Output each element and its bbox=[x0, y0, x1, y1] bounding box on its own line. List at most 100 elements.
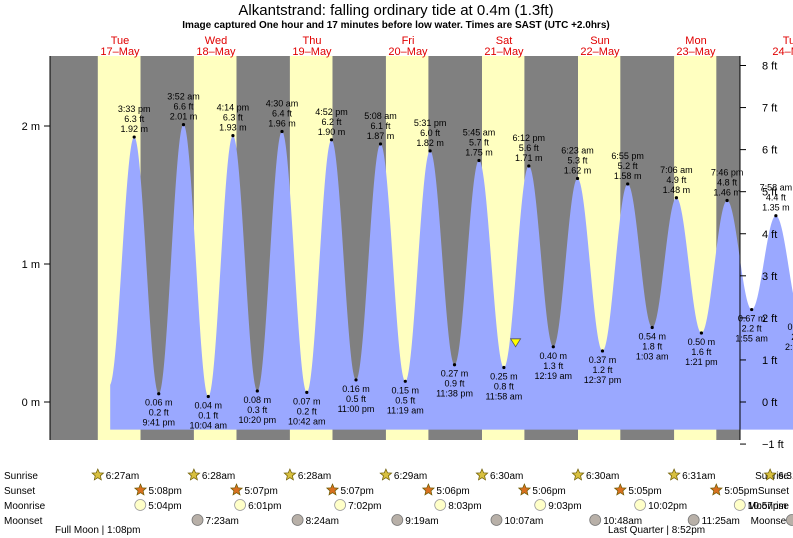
tide-label-m: 0.27 m bbox=[441, 369, 469, 379]
tide-label-ft: 0.8 ft bbox=[494, 382, 515, 392]
moonrise-time: 9:03pm bbox=[548, 501, 581, 512]
tide-point bbox=[551, 345, 555, 349]
tide-label-time: 10:20 pm bbox=[239, 415, 277, 425]
tide-label-m: 0.61 m bbox=[788, 322, 793, 332]
sunrise-time: 6:30am bbox=[490, 471, 523, 482]
sunset-time: 5:06pm bbox=[532, 486, 565, 497]
tide-label-time: 3:52 am bbox=[167, 92, 200, 102]
moonset-icon bbox=[391, 514, 404, 526]
moonset-time: 9:19am bbox=[405, 516, 438, 527]
chart-title: Alkantstrand: falling ordinary tide at 0… bbox=[238, 2, 553, 19]
tide-point bbox=[575, 176, 580, 181]
tide-label-ft: 6.2 ft bbox=[321, 117, 342, 127]
tide-label-ft: 1.8 ft bbox=[642, 341, 663, 351]
tide-point bbox=[626, 182, 630, 186]
tide-label-ft: 2.0 ft bbox=[791, 332, 793, 342]
tide-label-m: 1.87 m bbox=[367, 131, 395, 141]
tide-label-m: 1.82 m bbox=[416, 138, 444, 148]
moonset-icon bbox=[687, 514, 700, 526]
row-label-left-moonset: Moonset bbox=[4, 516, 43, 527]
tide-label-time: 4:52 pm bbox=[315, 107, 348, 117]
sunrise-time: 6:30am bbox=[586, 471, 619, 482]
sunset-time: 5:07pm bbox=[244, 486, 277, 497]
tide-label-ft: 0.2 ft bbox=[149, 408, 170, 418]
tide-label-m: 0.15 m bbox=[392, 385, 420, 395]
tide-label-ft: 0.5 ft bbox=[346, 394, 367, 404]
tide-label-ft: 6.6 ft bbox=[173, 102, 194, 112]
sunrise-time: 6:28am bbox=[202, 471, 235, 482]
tide-label-time: 6:12 pm bbox=[513, 133, 546, 143]
tide-label-m: 0.54 m bbox=[638, 331, 666, 341]
tide-label-ft: 0.3 ft bbox=[247, 405, 268, 415]
moonrise-icon bbox=[434, 499, 447, 511]
astro-rows: SunriseSunriseSunsetSunsetMoonriseMoonri… bbox=[4, 468, 793, 536]
right-tick-label: 8 ft bbox=[762, 61, 777, 73]
moonset-time: 10:07am bbox=[504, 516, 543, 527]
tide-point bbox=[305, 390, 309, 394]
right-tick-label: −1 ft bbox=[762, 439, 784, 451]
tide-label-ft: 6.1 ft bbox=[371, 121, 392, 131]
tide-label-time: 7:46 pm bbox=[711, 168, 744, 178]
day-label-dow: Tue bbox=[111, 35, 130, 47]
day-label-dow: Thu bbox=[303, 35, 322, 47]
right-tick-label: 3 ft bbox=[762, 271, 777, 283]
moonrise-time: 8:03pm bbox=[448, 501, 481, 512]
tide-label-m: 1.48 m bbox=[663, 185, 691, 195]
tide-point bbox=[206, 394, 210, 399]
tide-point bbox=[725, 198, 729, 203]
right-tick-label: 4 ft bbox=[762, 229, 777, 241]
sunset-icon bbox=[421, 483, 435, 496]
tide-label-ft: 6.3 ft bbox=[223, 113, 244, 123]
sunrise-time: 6:29am bbox=[394, 471, 427, 482]
tide-label-time: 7:58 am bbox=[760, 183, 793, 193]
tide-label-ft: 2.2 ft bbox=[742, 324, 763, 334]
sunrise-icon bbox=[475, 468, 489, 481]
tide-point bbox=[132, 135, 136, 139]
moonrise-icon bbox=[134, 499, 147, 511]
tide-point bbox=[452, 363, 457, 367]
moonset-icon bbox=[589, 514, 602, 526]
tide-label-m: 1.96 m bbox=[268, 119, 296, 129]
tide-label-time: 2:19 pm bbox=[785, 342, 793, 352]
tide-point bbox=[181, 123, 186, 127]
tide-label-m: 0.04 m bbox=[195, 400, 223, 410]
day-label-date: 18–May bbox=[196, 46, 236, 58]
sunrise-icon bbox=[91, 468, 105, 481]
day-label-dow: Fri bbox=[402, 35, 415, 47]
sunset-icon bbox=[613, 483, 627, 496]
tide-point bbox=[477, 158, 481, 163]
day-label-dow: Mon bbox=[685, 35, 706, 47]
tide-point bbox=[750, 307, 754, 312]
tide-label-time: 11:38 pm bbox=[436, 389, 473, 399]
sunrise-icon bbox=[667, 468, 681, 481]
tide-label-ft: 5.6 ft bbox=[519, 143, 540, 153]
tide-label-ft: 5.2 ft bbox=[618, 161, 639, 171]
right-tick-label: 0 ft bbox=[762, 397, 777, 409]
sunrise-icon bbox=[763, 468, 777, 481]
tide-label-time: 1:55 am bbox=[735, 334, 768, 344]
day-label-dow: Wed bbox=[205, 35, 227, 47]
tide-label-ft: 5.7 ft bbox=[469, 138, 490, 148]
day-label-date: 24–May bbox=[772, 46, 793, 58]
row-label-left-moonrise: Moonrise bbox=[4, 501, 46, 512]
right-tick-label: 1 ft bbox=[762, 355, 777, 367]
tide-label-ft: 0.1 ft bbox=[198, 410, 219, 420]
tide-label-ft: 4.8 ft bbox=[717, 178, 738, 188]
moonrise-icon bbox=[534, 499, 547, 511]
tide-label-ft: 6.0 ft bbox=[420, 128, 441, 138]
tide-label-m: 1.71 m bbox=[515, 153, 543, 163]
sunset-icon bbox=[517, 483, 531, 496]
tide-label-m: 1.90 m bbox=[318, 127, 346, 137]
tide-label-time: 5:45 am bbox=[463, 128, 496, 138]
tide-point bbox=[502, 365, 506, 370]
sunset-time: 5:05pm bbox=[628, 486, 661, 497]
tide-point bbox=[231, 134, 235, 138]
sunset-time: 5:08pm bbox=[149, 486, 182, 497]
left-tick-label: 1 m bbox=[22, 259, 40, 271]
tide-label-ft: 6.4 ft bbox=[272, 109, 293, 119]
tide-label-time: 1:21 pm bbox=[685, 357, 718, 367]
axes: 0 m 1 m 2 m −1 ft 0 ft 1 ft 2 ft 3 ft 4 ft 5 ft 6 … bbox=[22, 35, 793, 451]
moonrise-time: 6:01pm bbox=[248, 501, 281, 512]
tide-label-m: 0.08 m bbox=[244, 395, 272, 405]
